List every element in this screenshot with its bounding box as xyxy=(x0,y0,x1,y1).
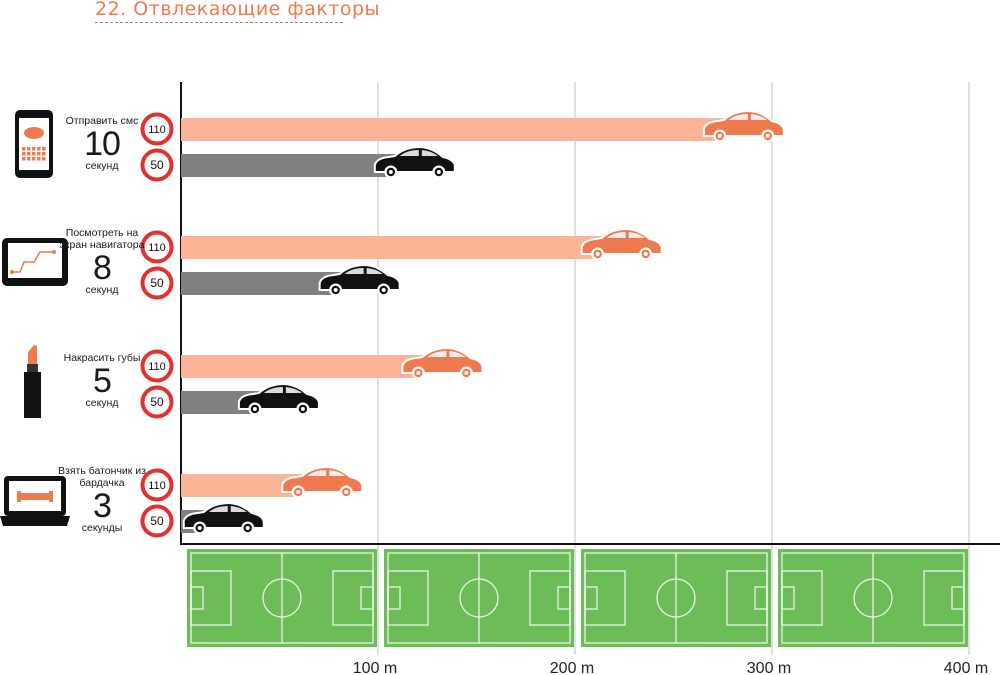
category-label: Накрасить губы 5 секунд xyxy=(57,351,147,410)
bar-110 xyxy=(181,474,303,497)
bar-50 xyxy=(181,272,340,295)
seconds-unit: секунд xyxy=(85,160,119,172)
speed-limit-label: 110 xyxy=(148,242,166,254)
seconds-value: 5 xyxy=(93,362,112,400)
car-icon xyxy=(580,228,663,261)
football-field xyxy=(187,549,377,647)
action-label: Взять батончик из бардачка xyxy=(58,465,146,489)
bar-110 xyxy=(181,355,423,378)
football-field xyxy=(778,549,968,647)
seconds-unit: секунд xyxy=(85,397,119,409)
seconds-unit: секунд xyxy=(85,284,119,296)
speed-limit-label: 50 xyxy=(150,158,164,172)
speed-limit-sign-icon: 110 xyxy=(140,112,174,146)
speed-limit-sign-icon: 110 xyxy=(140,468,174,502)
action-label: Накрасить губы xyxy=(63,351,141,364)
car-icon xyxy=(237,383,320,416)
x-tick-label: 300 m xyxy=(747,660,791,675)
speed-limit-sign-icon: 50 xyxy=(140,385,174,419)
category-label: Взять батончик из бардачка 3 секунды xyxy=(57,465,147,534)
speed-limit-label: 50 xyxy=(150,395,164,409)
category-label: Отправить смс 10 секунд xyxy=(57,114,147,173)
page-title: 22. Отвлекающие факторы xyxy=(95,0,381,20)
speed-limit-sign-icon: 50 xyxy=(140,266,174,300)
x-tick-label: 100 m xyxy=(353,660,397,675)
speed-limit-label: 110 xyxy=(148,480,166,492)
seconds-value: 10 xyxy=(84,125,121,163)
bar-50 xyxy=(181,154,395,177)
speed-limit-label: 50 xyxy=(150,514,164,528)
glovebox-bar-icon xyxy=(0,476,70,526)
x-tick-label: 400 m xyxy=(944,660,988,675)
football-field xyxy=(384,549,574,647)
seconds-value: 3 xyxy=(93,487,112,525)
category-label: Посмотреть на экран навигатора 8 секунд xyxy=(57,227,147,296)
speed-limit-sign-icon: 110 xyxy=(140,230,174,264)
car-icon xyxy=(401,347,484,380)
speed-limit-label: 110 xyxy=(148,361,166,373)
lipstick-icon xyxy=(24,345,41,418)
speed-limit-sign-icon: 110 xyxy=(140,349,174,383)
smartphone-sms-icon xyxy=(15,110,53,178)
car-icon xyxy=(702,110,785,143)
title-underline xyxy=(95,22,343,23)
navigator-icon xyxy=(2,238,68,286)
speed-limit-label: 110 xyxy=(148,124,166,136)
bar-110 xyxy=(181,236,602,259)
bar-110 xyxy=(181,118,724,141)
seconds-unit: секунды xyxy=(81,522,123,534)
speed-limit-label: 50 xyxy=(150,276,164,290)
x-tick-label: 200 m xyxy=(550,660,594,675)
speed-limit-sign-icon: 50 xyxy=(140,148,174,182)
car-icon xyxy=(318,264,401,297)
car-icon xyxy=(281,466,364,499)
action-label: Посмотреть на экран навигатора xyxy=(59,227,145,251)
car-icon xyxy=(182,502,265,535)
action-label: Отправить смс xyxy=(65,114,139,127)
football-field xyxy=(581,549,771,647)
speed-limit-sign-icon: 50 xyxy=(140,504,174,538)
car-icon xyxy=(373,146,456,179)
seconds-value: 8 xyxy=(93,249,112,287)
